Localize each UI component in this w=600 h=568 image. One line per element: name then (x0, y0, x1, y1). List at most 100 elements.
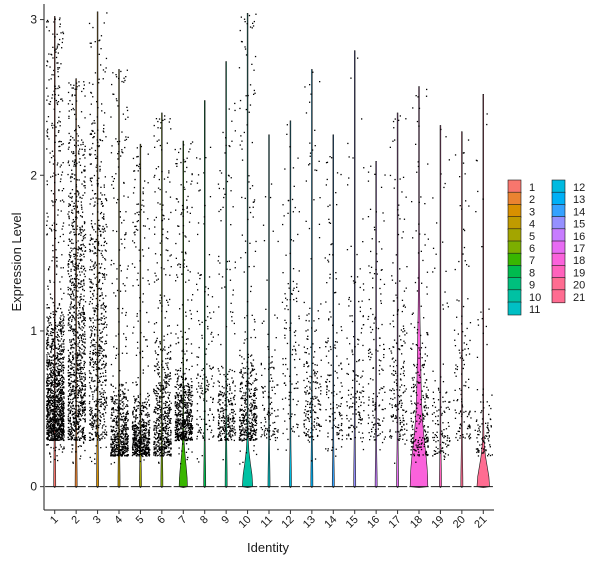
points-13 (303, 71, 322, 462)
legend-key-20 (551, 277, 566, 291)
legend-label-20: 20 (573, 280, 585, 292)
legend-label-10: 10 (529, 292, 541, 304)
points-5 (131, 145, 151, 463)
y-tick-label-1: 1 (30, 324, 37, 338)
legend-key-10 (507, 289, 522, 304)
points-7 (174, 141, 194, 465)
legend-label-5: 5 (529, 231, 535, 243)
legend-key-14 (551, 204, 566, 218)
legend-label-13: 13 (573, 194, 585, 206)
violin-shape-2 (74, 78, 78, 489)
legend-label-2: 2 (529, 194, 535, 206)
violin-3 (87, 11, 108, 489)
x-tick-label-10: 10 (237, 514, 254, 531)
legend-key-8 (507, 265, 522, 279)
violin-shape-18 (409, 86, 429, 488)
legend-key-6 (507, 240, 522, 255)
violin-shape-15 (353, 50, 357, 489)
x-tick-label-19: 19 (429, 514, 446, 531)
points-11 (260, 183, 279, 451)
points-8 (196, 146, 215, 463)
violin-2 (66, 78, 87, 489)
legend-label-15: 15 (573, 219, 585, 231)
points-2 (67, 81, 87, 464)
violin-11 (259, 134, 279, 489)
legend-key-19 (551, 265, 566, 279)
x-tick-label-14: 14 (322, 514, 339, 531)
x-tick-label-20: 20 (451, 514, 468, 531)
y-tick-label-0: 0 (30, 480, 37, 494)
x-axis-title: Identity (247, 540, 289, 555)
points-9 (217, 102, 237, 461)
legend-key-15 (551, 216, 566, 230)
violin-shape-10 (242, 13, 254, 488)
x-tick-label-1: 1 (48, 514, 61, 527)
legend-label-16: 16 (573, 231, 585, 243)
legend-label-1: 1 (529, 182, 535, 194)
violin-shape-19 (439, 125, 442, 489)
violin-4 (109, 69, 129, 489)
violin-7 (173, 140, 194, 488)
violin-shape-6 (160, 112, 164, 489)
x-tick-label-4: 4 (112, 514, 125, 527)
violin-shape-5 (139, 143, 142, 489)
x-tick-label-18: 18 (408, 514, 425, 531)
violin-21 (473, 94, 493, 488)
points-19 (431, 128, 451, 460)
legend-key-4 (507, 216, 522, 230)
violin-15 (345, 50, 365, 489)
violin-6 (152, 112, 172, 489)
points-6 (153, 115, 172, 464)
violin-17 (387, 112, 408, 489)
legend-label-7: 7 (529, 255, 535, 267)
violin-1 (45, 16, 65, 489)
legend-key-16 (551, 228, 566, 243)
violin-shape-11 (267, 134, 271, 489)
x-tick-label-21: 21 (472, 514, 489, 531)
points-18 (410, 88, 429, 463)
violin-5 (130, 143, 151, 489)
violin-shape-13 (310, 69, 314, 489)
violin-shape-9 (224, 61, 228, 489)
legend-key-3 (507, 204, 522, 218)
x-tick-label-9: 9 (219, 514, 232, 527)
x-tick-label-7: 7 (177, 514, 190, 527)
legend-label-3: 3 (529, 206, 535, 218)
x-tick-label-17: 17 (387, 514, 404, 531)
legend-label-21: 21 (573, 292, 585, 304)
points-21 (474, 113, 493, 457)
violin-shape-14 (331, 134, 335, 489)
points-1 (45, 17, 65, 463)
violin-9 (216, 61, 237, 489)
points-14 (324, 156, 344, 457)
legend-label-17: 17 (573, 243, 585, 255)
legend-label-14: 14 (573, 206, 585, 218)
violin-19 (430, 125, 451, 489)
legend-label-4: 4 (529, 219, 535, 231)
points-16 (367, 165, 386, 451)
x-tick-label-11: 11 (259, 514, 276, 531)
y-axis-title: Expression Level (9, 212, 24, 311)
x-tick-label-8: 8 (198, 514, 211, 527)
legend-key-2 (507, 191, 522, 206)
x-tick-label-3: 3 (91, 514, 104, 527)
points-12 (281, 124, 301, 451)
points-15 (346, 57, 365, 451)
x-tick-label-2: 2 (69, 514, 82, 527)
y-tick-label-3: 3 (30, 13, 37, 27)
x-tick-label-15: 15 (344, 514, 361, 531)
violin-shape-20 (460, 131, 464, 489)
violin-12 (280, 120, 301, 489)
legend-key-12 (551, 179, 566, 194)
x-tick-label-5: 5 (134, 514, 147, 527)
violin-14 (323, 134, 344, 489)
violin-shape-7 (178, 140, 188, 488)
legend-key-9 (507, 277, 522, 291)
violin-13 (302, 69, 322, 489)
legend-label-9: 9 (529, 280, 535, 292)
violin-10 (237, 13, 258, 488)
points-4 (110, 69, 129, 465)
points-3 (88, 12, 108, 465)
